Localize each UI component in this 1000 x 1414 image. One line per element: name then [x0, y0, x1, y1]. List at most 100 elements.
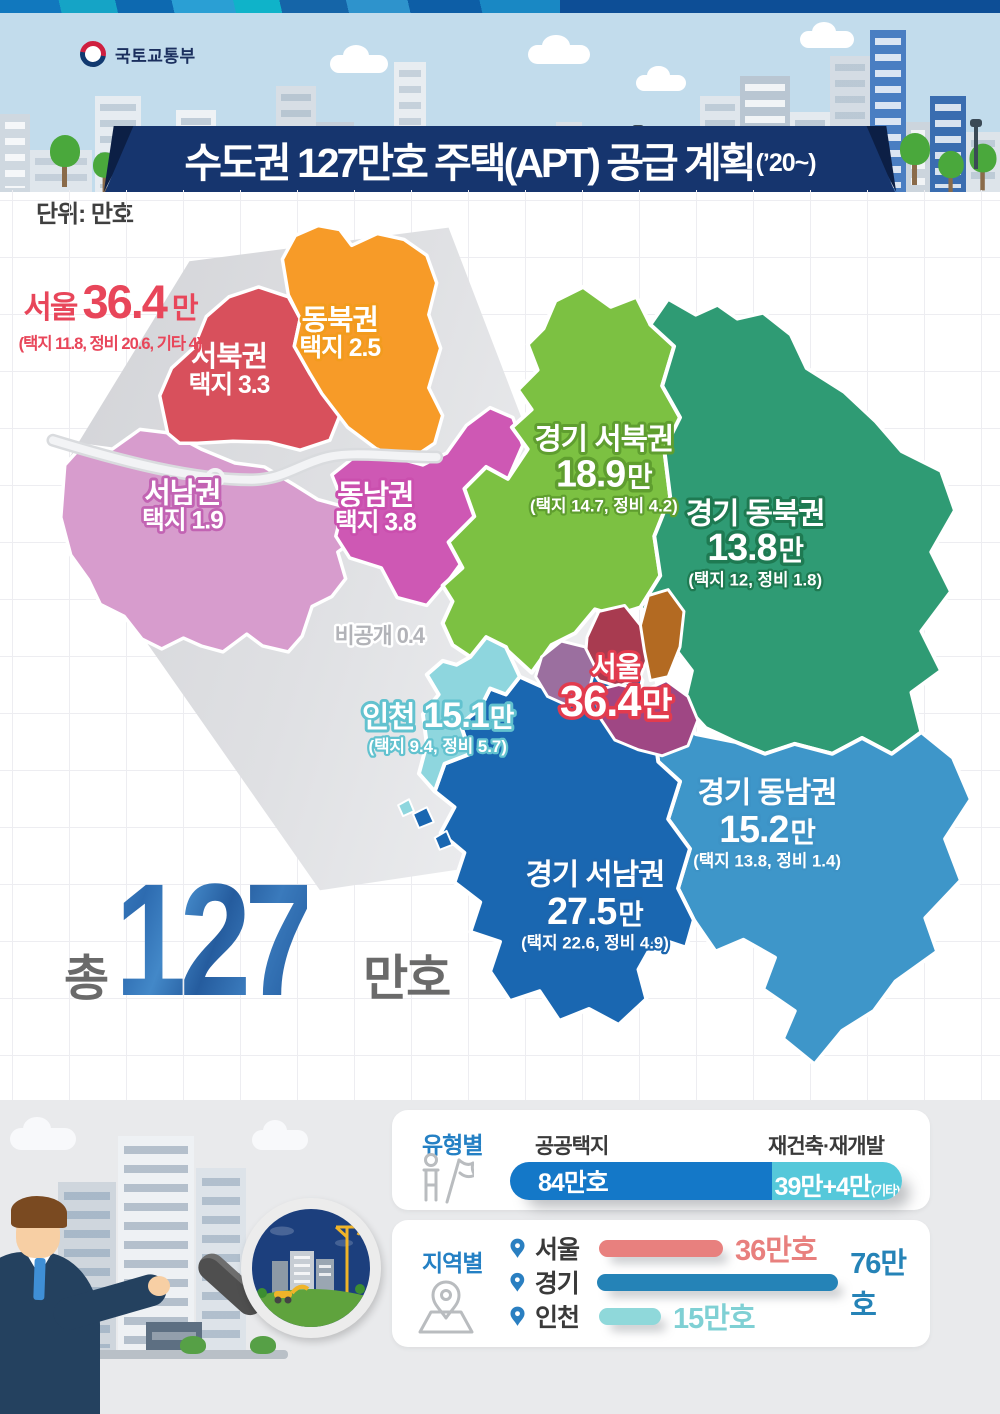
public-site-segment: 84만호 [510, 1162, 772, 1200]
cloud-icon [252, 1120, 308, 1150]
region-gyeonggi-se [652, 706, 973, 1067]
region-name: 인천 [535, 1304, 580, 1332]
map-area: 서북권 택지 3.3 동북권 택지 2.5 서남권 택지 1.9 동남권 택지 … [0, 190, 1000, 1100]
seoul-headline: 서울 36.4 만 (택지 11.8, 정비 20.6, 기타 4) [0, 274, 220, 354]
molit-logo: 국토교통부 [74, 35, 196, 73]
top-facet-strip [0, 0, 1000, 13]
label-seoul-sw-name: 서남권 [144, 478, 220, 510]
page-title: 수도권 127만호 주택(APT) 공급 계획 [184, 140, 756, 186]
pin-icon [510, 1272, 525, 1292]
region-incheon [416, 635, 522, 794]
redevelopment-note: (기타) [870, 1183, 901, 1198]
magnifier-lens [241, 1198, 381, 1338]
label-gyeonggi-sw-name: 경기 서남권 [526, 858, 665, 891]
region-bar-incheon [599, 1307, 661, 1325]
cloud-icon [330, 45, 388, 73]
redevelopment-value: 39만+4만 [774, 1173, 872, 1200]
pin-icon [510, 1306, 525, 1326]
seoul-headline-line: 서울 36.4 만 [0, 274, 220, 329]
by-type-card: 유형별 공공택지 재건축·재개발 84만호 39만+4만 (기타) [392, 1110, 930, 1210]
by-region-card: 지역별 서울 36만호 경기 76만호 [392, 1220, 930, 1347]
label-seoul-center-value: 36.4만 [560, 678, 673, 726]
bush-icon [180, 1336, 206, 1354]
label-seoul-nw-name: 서북권 [191, 341, 267, 373]
building [0, 114, 30, 192]
region-seoul-ne [280, 223, 445, 461]
redevelopment-segment: 39만+4만 (기타) [772, 1162, 902, 1200]
map-pin-icon [418, 1280, 474, 1334]
label-gyeonggi-nw-name: 경기 서북권 [534, 423, 673, 456]
label-gyeonggi-ne-value: 13.8만 [707, 526, 803, 568]
businessman-tie [33, 1257, 46, 1301]
tree-icon [937, 150, 966, 192]
region-name: 서울 [535, 1236, 580, 1264]
bush-icon [250, 1336, 276, 1354]
grand-total-number: 127 [115, 848, 316, 1032]
region-seoul-sw [59, 427, 362, 654]
person-flag-icon [422, 1153, 474, 1204]
tree-icon [48, 135, 82, 187]
redevelopment-title: 재건축·재개발 [768, 1135, 885, 1158]
cloud-icon [800, 21, 854, 48]
island [397, 798, 415, 818]
supply-map: 서북권 택지 3.3 동북권 택지 2.5 서남권 택지 1.9 동남권 택지 … [46, 223, 973, 1067]
region-bar-seoul [599, 1239, 723, 1257]
banner-body: 수도권 127만호 주택(APT) 공급 계획 (’20~) [105, 126, 895, 192]
yeouido-loop [205, 467, 226, 488]
label-gyeonggi-nw-breakdown: (택지 14.7, 정비 4.2) [530, 496, 678, 515]
bottom-section: 유형별 공공택지 재건축·재개발 84만호 39만+4만 (기타) [0, 1100, 1000, 1414]
molit-logo-text: 국토교통부 [115, 46, 196, 66]
region-value: 15만호 [673, 1303, 756, 1335]
molit-logo-icon [74, 35, 112, 73]
region-row-seoul: 서울 36만호 [510, 1235, 818, 1267]
grand-total-suffix: 만호 [363, 952, 451, 1006]
mini-seoul-se [593, 679, 700, 758]
ground [58, 1350, 288, 1359]
page-title-year: (’20~) [755, 148, 817, 177]
label-gyeonggi-ne-breakdown: (택지 12, 정비 1.8) [688, 571, 822, 590]
region-row-incheon: 인천 15만호 [510, 1303, 756, 1335]
label-seoul-center-name: 서울 [591, 652, 640, 683]
seoul-headline-breakdown: (택지 11.8, 정비 20.6, 기타 4) [18, 335, 203, 353]
island [411, 806, 435, 829]
label-gyeonggi-se-breakdown: (택지 13.8, 정비 1.4) [693, 852, 841, 871]
label-gyeonggi-sw-breakdown: (택지 22.6, 정비 4.9) [521, 934, 669, 953]
label-gyeonggi-sw-value: 27.5만 [547, 890, 643, 932]
grand-total: 총 127 만호 [64, 848, 451, 1032]
street-lamp-icon [970, 119, 982, 169]
region-value: 36만호 [735, 1235, 818, 1267]
island [433, 829, 454, 851]
mini-seoul-w [534, 639, 597, 708]
region-bar-gyeonggi [597, 1273, 839, 1291]
han-river-water [48, 436, 441, 484]
cloud-icon [636, 66, 686, 91]
businessman-body [0, 1252, 100, 1414]
label-incheon-breakdown: (택지 9.4, 정비 5.7) [368, 737, 506, 756]
grand-total-prefix: 총 [64, 952, 109, 1006]
mini-seoul-ne [638, 588, 686, 683]
seoul-headline-prefix: 서울 [23, 290, 78, 325]
title-banner: 수도권 127만호 주택(APT) 공급 계획 (’20~) [0, 126, 1000, 192]
label-seoul-ne-name: 동북권 [302, 304, 378, 336]
label-seoul-sw-value: 택지 1.9 [142, 506, 223, 534]
label-incheon-name: 인천 15.1만 [362, 695, 515, 735]
tree-icon [898, 133, 932, 185]
label-seoul-se-name: 동남권 [337, 480, 413, 512]
region-value: 76만호 [850, 1248, 907, 1322]
label-seoul-ne-value: 택지 2.5 [299, 334, 381, 362]
label-seoul-nw-value: 택지 3.3 [189, 371, 270, 399]
seoul-headline-suffix: 만 [171, 293, 199, 325]
construction-scene [252, 1225, 370, 1327]
region-name: 경기 [534, 1270, 580, 1298]
by-region-label: 지역별 [422, 1250, 483, 1276]
apartment-building [118, 1136, 194, 1354]
region-row-gyeonggi: 경기 76만호 [510, 1248, 930, 1322]
label-gyeonggi-nw-value: 18.9만 [556, 453, 652, 495]
businessman-hair [11, 1196, 67, 1228]
cloud-icon [528, 34, 590, 64]
seoul-headline-value: 36.4 [82, 275, 167, 328]
label-gyeonggi-ne-name: 경기 동북권 [686, 497, 825, 530]
label-undisclosed: 비공개 0.4 [335, 623, 425, 648]
label-seoul-se-value: 택지 3.8 [335, 508, 416, 536]
